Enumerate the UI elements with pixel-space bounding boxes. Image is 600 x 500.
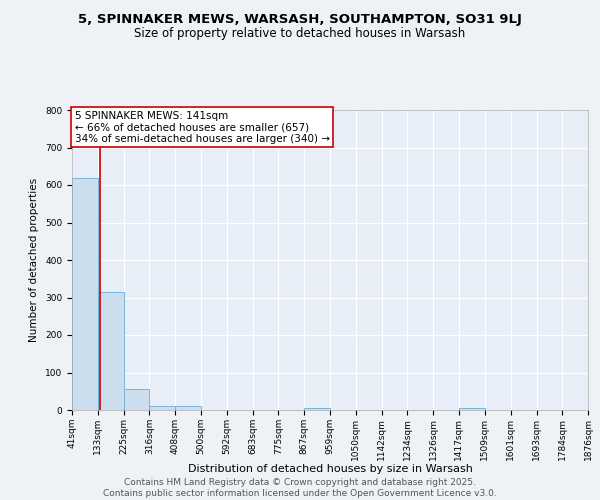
Y-axis label: Number of detached properties: Number of detached properties [29, 178, 40, 342]
Bar [124, 390, 149, 410]
Bar [304, 408, 330, 410]
Bar [459, 408, 485, 410]
Text: 5 SPINNAKER MEWS: 141sqm
← 66% of detached houses are smaller (657)
34% of semi-: 5 SPINNAKER MEWS: 141sqm ← 66% of detach… [74, 110, 329, 144]
X-axis label: Distribution of detached houses by size in Warsash: Distribution of detached houses by size … [188, 464, 472, 474]
Bar [149, 406, 175, 410]
Bar [98, 292, 124, 410]
Text: Size of property relative to detached houses in Warsash: Size of property relative to detached ho… [134, 28, 466, 40]
Bar [175, 406, 201, 410]
Text: Contains HM Land Registry data © Crown copyright and database right 2025.
Contai: Contains HM Land Registry data © Crown c… [103, 478, 497, 498]
Text: 5, SPINNAKER MEWS, WARSASH, SOUTHAMPTON, SO31 9LJ: 5, SPINNAKER MEWS, WARSASH, SOUTHAMPTON,… [78, 12, 522, 26]
Bar [72, 178, 98, 410]
